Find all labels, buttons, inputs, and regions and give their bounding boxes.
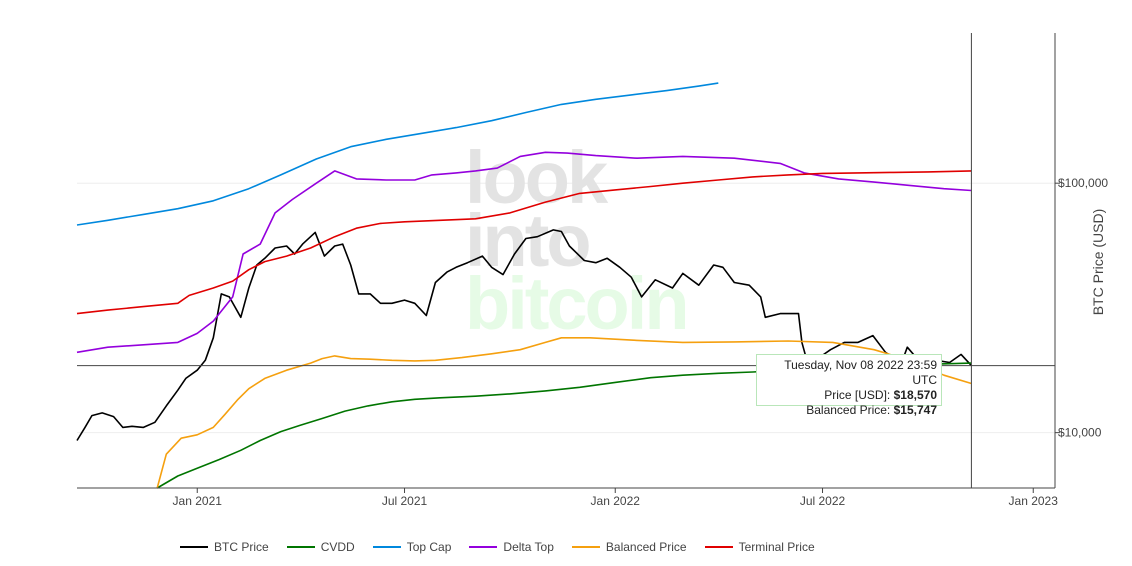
watermark-logo: look into bitcoin bbox=[465, 136, 690, 345]
tooltip-price-value: $18,570 bbox=[893, 388, 937, 402]
legend-label: Delta Top bbox=[503, 540, 554, 554]
axes: Jan 2021 Jul 2021 Jan 2022 Jul 2022 Jan 2023… bbox=[77, 33, 1108, 508]
legend-swatch bbox=[704, 546, 733, 548]
legend-label: CVDD bbox=[320, 540, 355, 554]
legend-label: Top Cap bbox=[406, 540, 452, 554]
y-tick-label: $100,000 bbox=[1058, 176, 1108, 190]
legend-swatch bbox=[286, 546, 315, 548]
tooltip-date: Tuesday, Nov 08 2022 23:59 UTC bbox=[784, 358, 937, 387]
y-axis-label: BTC Price (USD) bbox=[1090, 209, 1106, 316]
tooltip-balanced-value: $15,747 bbox=[893, 403, 937, 417]
series-line-delta-top bbox=[76, 151, 972, 354]
legend-swatch bbox=[372, 546, 401, 548]
legend: BTC Price CVDD Top Cap Delta Top Balanced Pr… bbox=[180, 540, 833, 554]
legend-label: Balanced Price bbox=[605, 540, 687, 554]
legend-swatch bbox=[571, 546, 600, 548]
x-tick-label: Jul 2022 bbox=[800, 494, 846, 508]
x-tick-label: Jan 2021 bbox=[173, 494, 223, 508]
legend-item-cvdd[interactable]: CVDD bbox=[286, 540, 355, 554]
tooltip-balanced-label: Balanced Price: bbox=[806, 403, 894, 417]
legend-item-balanced-price[interactable]: Balanced Price bbox=[571, 540, 687, 554]
series-line-btc-price bbox=[76, 229, 972, 441]
series-line-top-cap bbox=[76, 82, 719, 226]
watermark-into: into bbox=[465, 199, 589, 282]
legend-item-btc-price[interactable]: BTC Price bbox=[180, 540, 269, 554]
legend-item-terminal-price[interactable]: Terminal Price bbox=[704, 540, 815, 554]
legend-swatch bbox=[469, 546, 498, 548]
watermark-look: look bbox=[465, 136, 609, 219]
watermark-bitcoin: bitcoin bbox=[465, 262, 687, 345]
legend-label: BTC Price bbox=[214, 540, 269, 554]
tooltip-price-label: Price [USD]: bbox=[824, 388, 894, 402]
legend-swatch bbox=[180, 546, 208, 548]
x-tick-label: Jan 2022 bbox=[591, 494, 641, 508]
legend-label: Terminal Price bbox=[738, 540, 815, 554]
tooltip-balanced-row: Balanced Price: $15,747 bbox=[757, 403, 937, 418]
legend-item-top-cap[interactable]: Top Cap bbox=[372, 540, 452, 554]
x-tick-label: Jul 2021 bbox=[382, 494, 428, 508]
legend-item-delta-top[interactable]: Delta Top bbox=[469, 540, 554, 554]
hover-tooltip: Tuesday, Nov 08 2022 23:59 UTC Price [US… bbox=[756, 354, 942, 417]
series-line-terminal-price bbox=[76, 170, 972, 315]
series-line-balanced-price bbox=[156, 337, 972, 489]
y-tick-label: $10,000 bbox=[1058, 426, 1102, 440]
tooltip-price-row: Price [USD]: $18,570 bbox=[757, 388, 937, 403]
x-tick-label: Jan 2023 bbox=[1009, 494, 1059, 508]
